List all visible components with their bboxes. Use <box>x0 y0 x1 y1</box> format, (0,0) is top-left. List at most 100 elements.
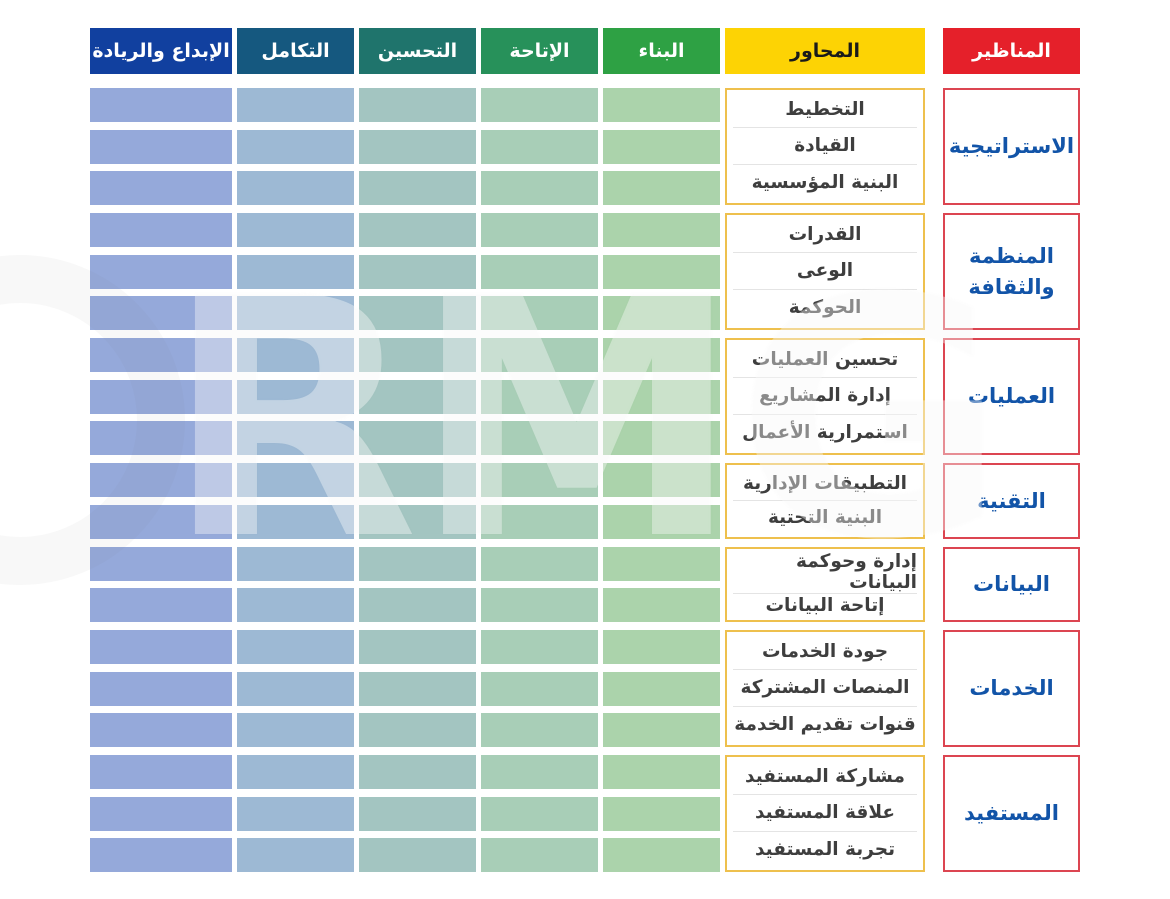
matrix-cell <box>603 421 720 455</box>
axis-row-label: البنية التحتية <box>767 507 883 529</box>
header-spacer <box>930 28 938 74</box>
matrix-cell <box>481 213 598 247</box>
matrix-cell <box>90 671 232 706</box>
matrix-cell <box>237 838 354 872</box>
perspective-box: الاستراتيجية <box>943 88 1080 205</box>
matrix-cell <box>481 755 598 789</box>
matrix-cell <box>237 338 354 372</box>
axes-box: جودة الخدمات المنصات المشتركة قنوات تقديم … <box>725 630 925 747</box>
matrix-cell <box>481 296 598 330</box>
matrix-cell <box>359 504 476 539</box>
axis-row-label: تجربة المستفيد <box>755 839 896 861</box>
matrix-cell <box>359 755 476 789</box>
group-row: البيانات إدارة وحوكمة البيانات إتاحة البيا… <box>90 546 1080 622</box>
matrix-cell <box>603 588 720 622</box>
group-row: الاستراتيجية التخطيط القيادة البنية المؤسسي… <box>90 88 1080 205</box>
axes-box: التخطيط القيادة البنية المؤسسية <box>725 88 925 205</box>
matrix-cell <box>481 129 598 164</box>
matrix-cell <box>237 129 354 164</box>
matrix-cell <box>90 254 232 289</box>
matrix-cell <box>237 254 354 289</box>
axes-box: التطبيقات الإدارية البنية التحتية <box>725 463 925 539</box>
matrix-cell <box>481 838 598 872</box>
matrix-cell <box>603 630 720 664</box>
matrix-cell <box>90 129 232 164</box>
matrix-cell <box>237 421 354 455</box>
axes-box: القدرات الوعى الحوكمة <box>725 213 925 330</box>
axis-row-label: إدارة وحوكمة البيانات <box>733 551 917 594</box>
matrix-cell <box>237 588 354 622</box>
matrix-cell <box>481 630 598 664</box>
axis-row-label: إتاحة البيانات <box>765 595 885 617</box>
matrix-cell <box>359 296 476 330</box>
matrix-cell <box>359 379 476 414</box>
header-column-0: البناء <box>603 28 720 74</box>
matrix-cell <box>603 213 720 247</box>
matrix-cell <box>359 588 476 622</box>
matrix-cell <box>481 713 598 747</box>
matrix-cell <box>359 421 476 455</box>
matrix-cell <box>359 463 476 497</box>
axis-row-label: القدرات <box>733 217 917 254</box>
matrix-cell <box>359 254 476 289</box>
matrix-cell <box>237 755 354 789</box>
matrix-cell <box>90 838 232 872</box>
axis-row-label: التطبيقات الإدارية <box>733 467 917 501</box>
matrix-cell <box>603 755 720 789</box>
matrix-cell <box>359 171 476 205</box>
axis-row-label: الحوكمة <box>788 297 862 319</box>
axis-row-label: المنصات المشتركة <box>733 670 917 707</box>
header-perspectives: المناظير <box>943 28 1080 74</box>
matrix-cell <box>90 379 232 414</box>
matrix-cell <box>481 463 598 497</box>
matrix-cell <box>237 213 354 247</box>
matrix-cell <box>359 630 476 664</box>
matrix-cell <box>603 671 720 706</box>
matrix-cell <box>603 504 720 539</box>
group-row: التقنية التطبيقات الإدارية البنية التحتية <box>90 463 1080 539</box>
matrix-cell <box>237 630 354 664</box>
axis-row-label: جودة الخدمات <box>733 634 917 671</box>
matrix-cell <box>237 463 354 497</box>
matrix-cell <box>237 171 354 205</box>
matrix-body: الاستراتيجية التخطيط القيادة البنية المؤسسي… <box>90 88 1080 872</box>
perspective-box: العمليات <box>943 338 1080 455</box>
matrix-cell <box>359 213 476 247</box>
matrix-cell <box>481 88 598 122</box>
header-column-3: التكامل <box>237 28 354 74</box>
matrix-cell <box>90 171 232 205</box>
matrix-cell <box>359 129 476 164</box>
axis-row-label: الوعى <box>733 253 917 290</box>
matrix-cell <box>359 671 476 706</box>
matrix-cell <box>603 838 720 872</box>
axis-row-label: البنية المؤسسية <box>751 172 899 194</box>
matrix-cell <box>603 379 720 414</box>
axes-box: مشاركة المستفيد علاقة المستفيد تجربة المست… <box>725 755 925 872</box>
axis-row-label: القيادة <box>733 128 917 165</box>
matrix-cell <box>481 796 598 831</box>
matrix-cell <box>90 546 232 581</box>
axis-row-label: علاقة المستفيد <box>733 795 917 832</box>
matrix-cell <box>90 796 232 831</box>
perspective-box: المستفيد <box>943 755 1080 872</box>
axis-row-label: تحسين العمليات <box>733 342 917 379</box>
group-row: الخدمات جودة الخدمات المنصات المشتركة قنوات… <box>90 630 1080 747</box>
matrix-cell <box>359 713 476 747</box>
matrix-cell <box>237 88 354 122</box>
matrix-cell <box>90 213 232 247</box>
matrix-cell <box>481 338 598 372</box>
header-axes: المحاور <box>725 28 925 74</box>
group-row: العمليات تحسين العمليات إدارة المشاريع استم… <box>90 338 1080 455</box>
group-row: المنظمة والثقافة القدرات الوعى الحوكمة <box>90 213 1080 330</box>
matrix-cell <box>359 546 476 581</box>
matrix-cell <box>359 838 476 872</box>
matrix-cell <box>90 463 232 497</box>
axes-box: إدارة وحوكمة البيانات إتاحة البيانات <box>725 546 925 622</box>
matrix-cell <box>481 671 598 706</box>
axis-row-label: مشاركة المستفيد <box>733 759 917 796</box>
matrix-cell <box>603 254 720 289</box>
matrix-cell <box>237 671 354 706</box>
matrix-cell <box>481 171 598 205</box>
matrix-cell <box>481 421 598 455</box>
